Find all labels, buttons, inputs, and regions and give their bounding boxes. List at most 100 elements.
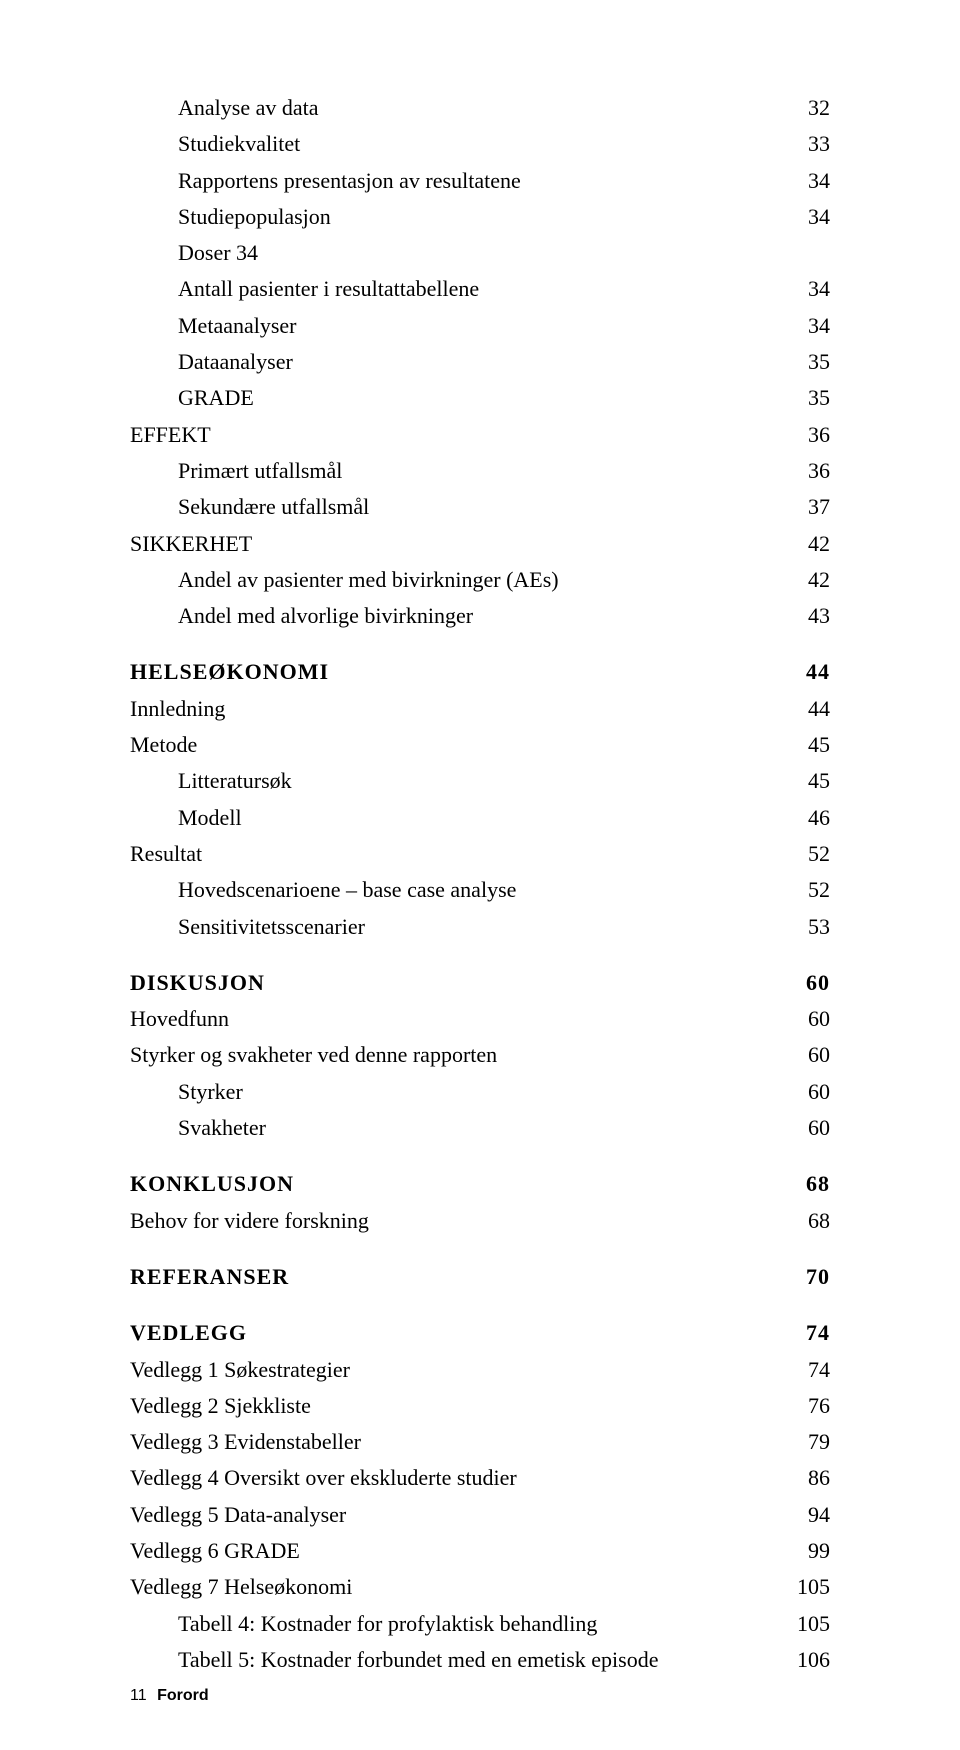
- toc-entry: Sensitivitetsscenarier 53: [130, 909, 830, 945]
- toc-entry: Dataanalyser35: [130, 344, 830, 380]
- toc-entry-label: Rapportens presentasjon av resultatene: [130, 163, 521, 199]
- toc-entry: Antall pasienter i resultattabellene34: [130, 271, 830, 307]
- toc-entry-label: Vedlegg 3 Evidenstabeller: [130, 1424, 361, 1460]
- toc-entry-label: SIKKERHET: [130, 526, 252, 562]
- toc-entry-page: 60: [794, 965, 830, 1001]
- toc-entry-page: 68: [794, 1166, 830, 1202]
- toc-entry: Metode 45: [130, 727, 830, 763]
- toc-entry-page: 105: [785, 1569, 830, 1605]
- toc-entry: GRADE 35: [130, 380, 830, 416]
- toc-entry-page: 46: [796, 800, 830, 836]
- toc-entry: Tabell 5: Kostnader forbundet med en eme…: [130, 1642, 830, 1678]
- toc-entry-label: Hovedfunn: [130, 1001, 229, 1037]
- toc-entry-label: Metode: [130, 727, 197, 763]
- toc-entry-page: 45: [796, 727, 830, 763]
- toc-entry-label: Andel av pasienter med bivirkninger (AEs…: [130, 562, 559, 598]
- toc-entry-label: Resultat: [130, 836, 202, 872]
- toc-entry-label: Andel med alvorlige bivirkninger: [130, 598, 473, 634]
- toc-entry-page: 52: [796, 836, 830, 872]
- toc-entry: Hovedfunn 60: [130, 1001, 830, 1037]
- toc-entry-page: 70: [794, 1259, 830, 1295]
- toc-entry: Vedlegg 2 Sjekkliste76: [130, 1388, 830, 1424]
- toc-entry-page: 34: [796, 163, 830, 199]
- toc-entry-label: EFFEKT: [130, 417, 211, 453]
- toc-entry-label: Styrker: [130, 1074, 243, 1110]
- toc-entry: Styrker og svakheter ved denne rapporten…: [130, 1037, 830, 1073]
- toc-entry-label: Svakheter: [130, 1110, 266, 1146]
- toc-entry: Rapportens presentasjon av resultatene 34: [130, 163, 830, 199]
- toc-entry-page: 44: [796, 691, 830, 727]
- toc-entry-page: 76: [796, 1388, 830, 1424]
- toc-entry-label: GRADE: [130, 380, 254, 416]
- toc-entry: Doser 34: [130, 235, 830, 271]
- toc-entry-label: Tabell 4: Kostnader for profylaktisk beh…: [130, 1606, 597, 1642]
- toc-entry-page: 60: [796, 1037, 830, 1073]
- page-footer: 11 Forord: [130, 1687, 209, 1705]
- toc-entry-label: Studiekvalitet: [130, 126, 300, 162]
- toc-entry-label: Behov for videre forskning: [130, 1203, 369, 1239]
- toc-entry: Analyse av data32: [130, 90, 830, 126]
- toc-entry-label: Vedlegg 4 Oversikt over ekskluderte stud…: [130, 1460, 517, 1496]
- toc-entry-page: 45: [796, 763, 830, 799]
- page: Analyse av data32Studiekvalitet33Rapport…: [0, 0, 960, 1750]
- toc-entry: Vedlegg 7 Helseøkonomi105: [130, 1569, 830, 1605]
- toc-entry-page: 60: [796, 1110, 830, 1146]
- toc-entry: Metaanalyser34: [130, 308, 830, 344]
- toc-entry-page: 35: [796, 380, 830, 416]
- toc-entry-label: Litteratursøk: [130, 763, 292, 799]
- toc-entry: SIKKERHET42: [130, 526, 830, 562]
- toc-entry-page: 36: [796, 417, 830, 453]
- toc-entry-page: 94: [796, 1497, 830, 1533]
- footer-section-name: Forord: [151, 1687, 209, 1704]
- toc-entry: VEDLEGG 74: [130, 1315, 830, 1351]
- toc-entry-page: 34: [796, 308, 830, 344]
- toc-entry-label: Vedlegg 5 Data-analyser: [130, 1497, 346, 1533]
- toc-entry-page: 44: [794, 654, 830, 690]
- toc-entry-page: 43: [796, 598, 830, 634]
- toc-entry: DISKUSJON 60: [130, 965, 830, 1001]
- toc-entry-label: Vedlegg 1 Søkestrategier: [130, 1352, 350, 1388]
- toc-entry-page: 42: [796, 562, 830, 598]
- toc-entry-label: Styrker og svakheter ved denne rapporten: [130, 1037, 497, 1073]
- toc-entry-label: Innledning: [130, 691, 225, 727]
- toc-entry-label: DISKUSJON: [130, 965, 265, 1001]
- toc-entry-label: Sensitivitetsscenarier: [130, 909, 365, 945]
- toc-entry-label: Sekundære utfallsmål: [130, 489, 369, 525]
- toc-entry: Vedlegg 4 Oversikt over ekskluderte stud…: [130, 1460, 830, 1496]
- toc-entry-label: Antall pasienter i resultattabellene: [130, 271, 479, 307]
- toc-entry-label: Vedlegg 6 GRADE: [130, 1533, 300, 1569]
- toc-entry-label: VEDLEGG: [130, 1315, 247, 1351]
- toc-entry-page: 99: [796, 1533, 830, 1569]
- toc-entry-label: Hovedscenarioene – base case analyse: [130, 872, 516, 908]
- toc-entry-label: KONKLUSJON: [130, 1166, 294, 1202]
- toc-entry: Primært utfallsmål 36: [130, 453, 830, 489]
- section-gap: [130, 1239, 830, 1259]
- toc-entry: EFFEKT 36: [130, 417, 830, 453]
- toc-entry-page: 37: [796, 489, 830, 525]
- toc-entry: HELSEØKONOMI 44: [130, 654, 830, 690]
- toc-entry-page: 34: [796, 199, 830, 235]
- toc-entry-page: 36: [796, 453, 830, 489]
- toc-entry-label: Modell: [130, 800, 242, 836]
- toc-entry: Styrker 60: [130, 1074, 830, 1110]
- toc-entry-page: 53: [796, 909, 830, 945]
- toc-entry-label: Studiepopulasjon: [130, 199, 331, 235]
- toc-entry-page: 86: [796, 1460, 830, 1496]
- toc-entry-page: 74: [794, 1315, 830, 1351]
- toc-entry: Studiepopulasjon 34: [130, 199, 830, 235]
- toc-entry-page: 105: [785, 1606, 830, 1642]
- toc-entry: Andel med alvorlige bivirkninger 43: [130, 598, 830, 634]
- toc-entry: Vedlegg 3 Evidenstabeller79: [130, 1424, 830, 1460]
- toc-entry: Litteratursøk 45: [130, 763, 830, 799]
- toc-entry-label: Primært utfallsmål: [130, 453, 342, 489]
- toc-entry-page: 32: [796, 90, 830, 126]
- toc-entry: Vedlegg 6 GRADE 99: [130, 1533, 830, 1569]
- toc-entry: Andel av pasienter med bivirkninger (AEs…: [130, 562, 830, 598]
- toc-entry: Svakheter 60: [130, 1110, 830, 1146]
- toc-entry: Modell 46: [130, 800, 830, 836]
- toc-entry-label: HELSEØKONOMI: [130, 654, 329, 690]
- toc-entry: Vedlegg 1 Søkestrategier74: [130, 1352, 830, 1388]
- toc-entry-page: 60: [796, 1074, 830, 1110]
- footer-page-number: 11: [130, 1687, 147, 1704]
- toc-entry-page: 60: [796, 1001, 830, 1037]
